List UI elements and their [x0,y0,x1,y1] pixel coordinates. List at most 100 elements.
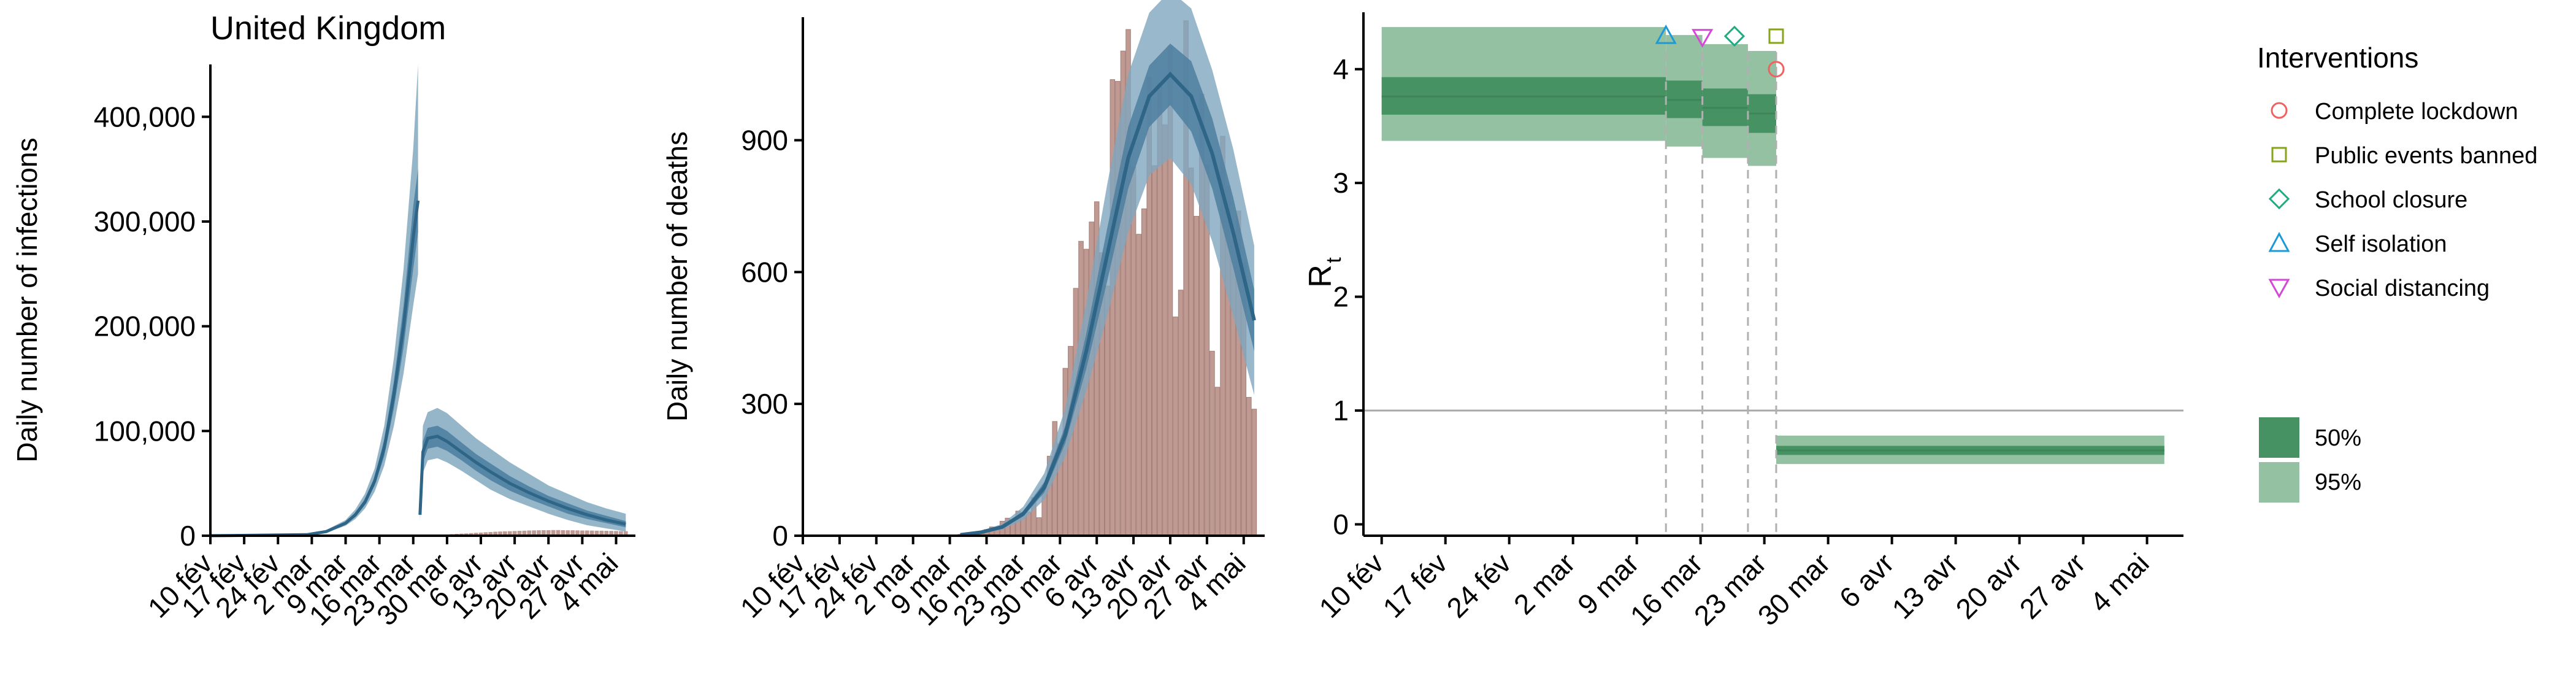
infections-median-line [418,434,626,526]
y-tick-label: 4 [1333,53,1349,85]
diamond-marker-icon [2268,188,2290,210]
y-tick-label: 200,000 [94,311,196,342]
legend-label: Social distancing [2315,276,2490,301]
case-bar [599,530,604,536]
case-bar [614,531,618,536]
death-bar [1178,290,1184,536]
x-tick-label: 20 avr [1949,547,2027,625]
infections-median-line [210,200,420,538]
case-bar [546,530,551,536]
public-events-marker-icon [1768,28,1784,44]
case-bar [473,533,478,536]
case-bar [619,531,623,536]
case-bar [565,530,570,536]
triangle-down-marker-icon [2268,279,2290,299]
y-tick-label: 300 [741,388,788,420]
legend-item-self-isolation: Self isolation [2268,231,2447,257]
case-bar [580,530,585,536]
death-bar [1209,350,1215,536]
self-isolation-marker-icon [1655,24,1677,44]
y-tick-label: 1 [1333,395,1349,426]
legend-label: School closure [2315,187,2467,213]
y-tick-label: 3 [1333,167,1349,199]
case-bar [594,530,599,536]
lockdown-marker-icon [1768,61,1785,78]
y-tick-label: 300,000 [94,206,196,237]
death-bar [1110,79,1116,536]
death-bar [1152,165,1157,536]
y-axis-label: Daily number of infections [11,137,43,462]
death-bar [1214,387,1221,536]
death-bar [1141,208,1147,536]
y-tick-label: 100,000 [94,415,196,447]
legend-label: 95% [2315,469,2361,495]
y-tick-label: 900 [741,125,788,156]
case-bar [609,531,613,536]
case-bar [469,533,473,536]
y-tick-label: 0 [772,520,788,552]
case-bar [623,531,628,536]
y-tick-label: 0 [1333,508,1349,540]
y-tick-label: 600 [741,256,788,288]
x-tick-label: 23 mar [1688,547,1773,631]
infections-95-band [210,64,418,536]
case-bar [589,530,594,536]
x-tick-label: 17 fév [1376,547,1453,623]
legend-item-complete-lockdown: Complete lockdown [2271,99,2518,125]
y-axis-label: Daily number of deaths [661,131,693,422]
case-bar [517,530,522,536]
case-bar [542,530,546,536]
case-bar [551,530,556,536]
square-marker-icon [2271,147,2287,163]
case-bar [512,531,517,536]
infections-50-band [420,425,626,528]
x-tick-label: 27 avr [2013,547,2091,625]
death-bar [1251,409,1257,536]
case-bar [570,530,575,536]
y-tick-label: 2 [1333,281,1349,313]
x-tick-label: 16 mar [1624,547,1709,631]
legend-item-school-closure: School closure [2268,187,2467,213]
death-bar [1136,234,1141,536]
death-bar [1188,168,1194,536]
x-tick-label: 30 mar [1752,547,1836,631]
deaths-median-line [960,71,1256,537]
case-bar [483,532,488,536]
legend-item-public-events-banned: Public events banned [2271,143,2537,169]
legend-item-social-distancing: Social distancing [2268,276,2490,301]
y-tick-label: 0 [180,520,196,552]
case-bar [532,530,536,536]
y-axis-label-subscript: t [1322,257,1346,263]
death-bar [1105,285,1110,536]
case-bar [527,530,532,536]
case-bar [507,531,512,536]
infections-95-band [420,407,626,532]
case-bar [503,531,507,536]
case-bar [498,531,502,536]
legend-title: Interventions [2257,42,2418,74]
death-bar [1036,517,1042,536]
case-bar [604,530,609,536]
triangle-up-marker-icon [2268,231,2290,252]
x-tick-label: 13 avr [1886,547,1964,625]
case-bar [585,530,589,536]
legend-label: Complete lockdown [2315,99,2518,125]
x-tick-label: 2 mar [1508,547,1581,620]
y-tick-label: 400,000 [94,101,196,133]
y-axis-label: R [1303,264,1338,288]
school-closure-marker-icon [1723,25,1746,47]
case-bar [488,532,493,536]
x-tick-label: 4 mai [2083,547,2155,618]
case-bar [478,532,483,536]
case-bar [561,530,565,536]
band-50-swatch [2259,417,2299,458]
case-bar [537,530,541,536]
chart-title: United Kingdom [210,10,446,47]
infections-50-band [210,169,418,536]
legend-label: Public events banned [2315,143,2537,169]
death-bar [1162,124,1168,536]
